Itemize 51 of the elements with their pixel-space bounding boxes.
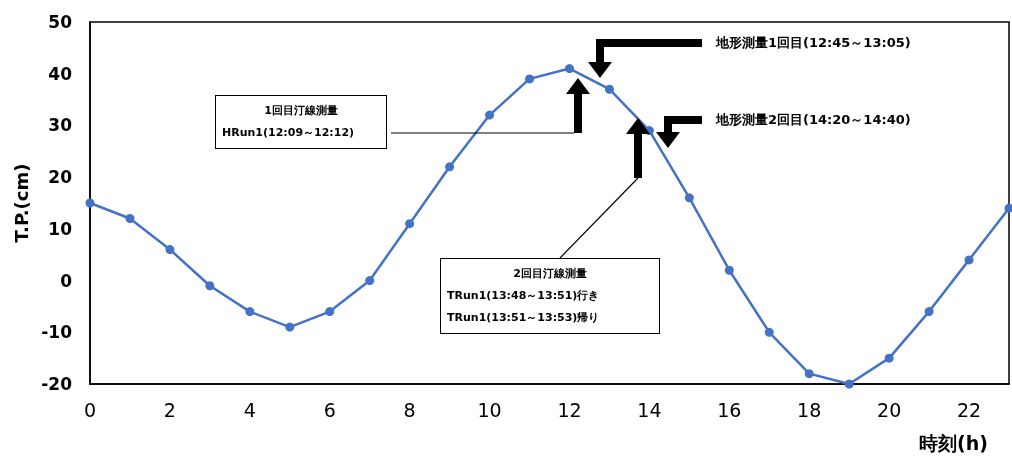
point bbox=[884, 353, 894, 363]
y-axis-title: T.P.(cm) bbox=[10, 163, 32, 243]
x-tick-label: 22 bbox=[956, 398, 982, 421]
annotation: 地形測量2回目(14:20～14:40) bbox=[716, 112, 911, 128]
x-tick-label: 8 bbox=[403, 398, 416, 421]
point bbox=[764, 327, 774, 337]
point bbox=[964, 255, 974, 265]
point bbox=[724, 265, 734, 275]
x-tick-label: 4 bbox=[243, 398, 256, 421]
point bbox=[924, 307, 934, 317]
x-tick-label: 2 bbox=[163, 398, 176, 421]
y-tick-label: 0 bbox=[60, 270, 73, 291]
point bbox=[285, 322, 295, 332]
x-tick-label: 12 bbox=[557, 398, 582, 421]
point bbox=[604, 84, 614, 94]
x-tick-label: 16 bbox=[717, 398, 742, 421]
text-box: 1回目汀線測量 HRun1(12:09～12:12) bbox=[215, 95, 387, 149]
annotation: 地形測量1回目(12:45～13:05) bbox=[716, 35, 911, 51]
point bbox=[1004, 203, 1012, 213]
point bbox=[804, 369, 814, 379]
point bbox=[365, 276, 375, 286]
x-tick-label: 10 bbox=[477, 398, 502, 421]
point bbox=[85, 198, 95, 208]
point bbox=[564, 64, 574, 74]
point bbox=[125, 214, 135, 224]
annotation: 1回目汀線測量 HRun1(12:09～12:12) bbox=[222, 103, 356, 141]
x-tick-label: 14 bbox=[637, 398, 662, 421]
point bbox=[245, 307, 255, 317]
y-tick-label: -10 bbox=[41, 322, 73, 343]
text-box: 2回目汀線測量 TRun1(13:48～13:51)行き TRun1(13:51～13:53)帰り bbox=[440, 258, 660, 334]
x-axis-title: 時刻(h) bbox=[919, 432, 988, 454]
point bbox=[684, 193, 694, 203]
y-tick-label: -20 bbox=[41, 374, 73, 394]
x-tick-label: 18 bbox=[797, 398, 822, 421]
point bbox=[205, 281, 215, 291]
y-tick-label: 20 bbox=[48, 167, 73, 188]
point bbox=[485, 110, 495, 120]
y-tick-label: 10 bbox=[48, 218, 73, 239]
point bbox=[844, 379, 854, 389]
y-tick-label: 30 bbox=[48, 115, 73, 136]
y-tick-label: 50 bbox=[48, 12, 73, 32]
x-tick-label: 0 bbox=[83, 398, 97, 421]
point bbox=[445, 162, 455, 172]
point bbox=[165, 245, 175, 255]
point bbox=[525, 74, 535, 84]
point bbox=[405, 219, 415, 229]
x-tick-label: 20 bbox=[877, 398, 902, 421]
y-tick-label: 40 bbox=[48, 63, 73, 84]
point bbox=[325, 307, 335, 317]
annotation: 2回目汀線測量 TRun1(13:48～13:51)行き TRun1(13:51～13:53)帰り bbox=[447, 266, 601, 326]
x-tick-label: 6 bbox=[323, 398, 336, 421]
